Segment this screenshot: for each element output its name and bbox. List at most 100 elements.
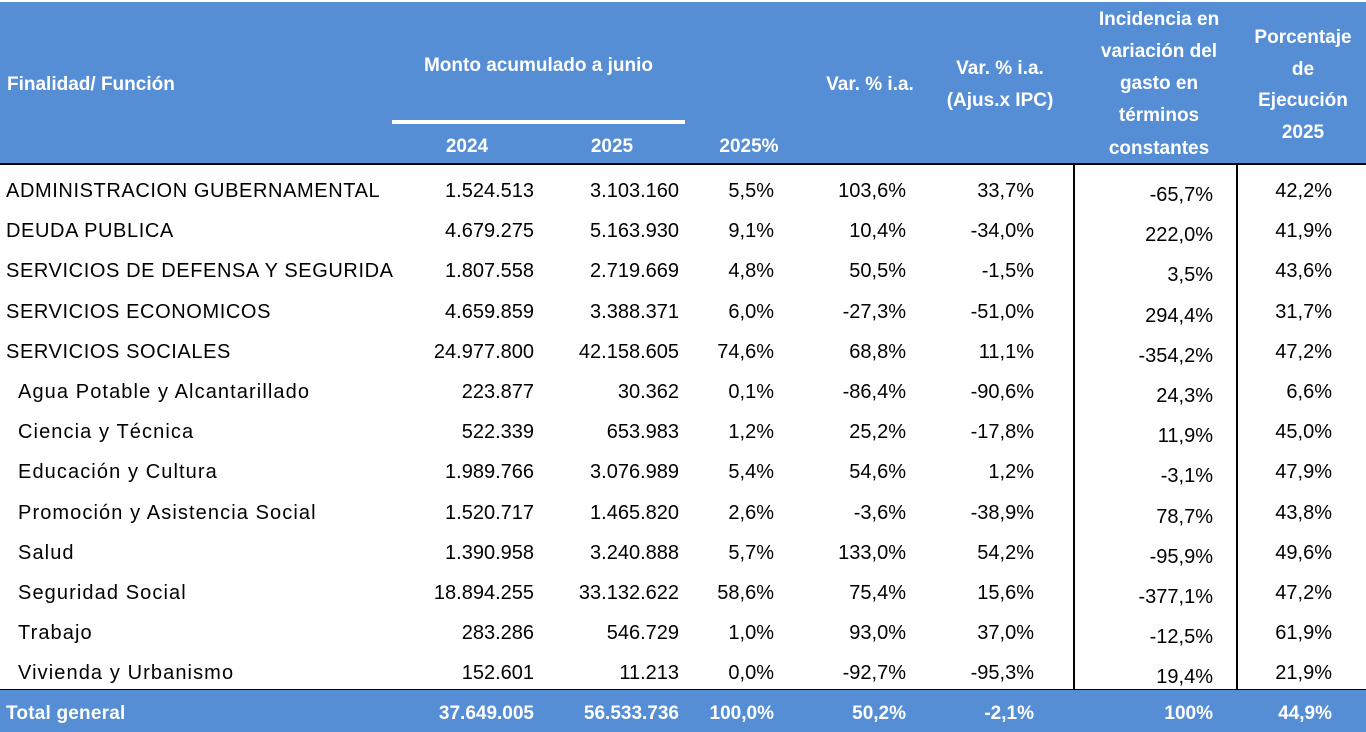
row-var: 10,4% [849, 220, 906, 243]
row-incidencia: -3,1% [1160, 465, 1213, 488]
row-incidencia: -95,9% [1149, 545, 1213, 568]
row-label: ADMINISTRACION GUBERNAMENTAL [6, 180, 381, 202]
row-var-ipc: 11,1% [978, 340, 1034, 363]
row-incidencia: 294,4% [1145, 304, 1213, 327]
row-share: 58,6% [717, 582, 774, 604]
row-label: Salud [18, 541, 75, 564]
row-2025: 3.103.160 [590, 180, 679, 202]
row-2025: 3.076.989 [590, 461, 679, 484]
header-var: Var. % i.a. [826, 74, 914, 95]
total-ejecucion: 44,9% [1278, 703, 1332, 724]
row-2024: 4.659.859 [445, 300, 534, 323]
row-incidencia: -12,5% [1149, 626, 1213, 649]
row-var: 68,8% [849, 340, 906, 363]
row-incidencia: 11,9% [1157, 425, 1213, 448]
table-row: Salud 1.390.958 3.240.888 5,7% 133,0% 54,2% -9… [0, 533, 1366, 573]
header-bottom-rule [0, 163, 1366, 165]
row-share: 6,0% [728, 300, 774, 323]
row-2024: 283.286 [461, 622, 534, 645]
row-var: -27,3% [842, 300, 906, 323]
table-row: Agua Potable y Alcantarillado 223.877 30.3… [0, 372, 1366, 412]
table-row: SERVICIOS ECONOMICOS 4.659.859 3.388.371 6,… [0, 292, 1366, 332]
row-2025: 11.213 [619, 662, 679, 685]
row-var-ipc: -95,3% [970, 662, 1034, 685]
header-var-ipc-line2: (Ajus.x IPC) [946, 90, 1054, 111]
row-2024: 24.977.800 [433, 340, 534, 363]
table-row: ADMINISTRACION GUBERNAMENTAL 1.524.513 3.1… [0, 171, 1366, 211]
row-2024: 223.877 [461, 381, 534, 403]
row-share: 2,6% [728, 501, 774, 524]
row-2025: 5.163.930 [590, 220, 679, 243]
row-var: -3,6% [853, 501, 906, 524]
row-2024: 18.894.255 [433, 582, 534, 604]
header-top-border [0, 0, 1366, 2]
row-ejecucion: 43,8% [1275, 501, 1332, 524]
row-var: 75,4% [849, 582, 906, 604]
row-label: DEUDA PUBLICA [6, 220, 174, 243]
row-share: 4,8% [728, 260, 774, 283]
total-var: 50,2% [852, 703, 906, 724]
row-var-ipc: 33,7% [977, 180, 1034, 202]
total-incidencia: 100% [1164, 703, 1213, 724]
header-incidencia-line3: gasto en [1119, 73, 1199, 94]
row-2025: 3.240.888 [590, 541, 679, 564]
row-label: Trabajo [18, 622, 93, 645]
row-share: 5,5% [728, 180, 774, 202]
total-label: Total general [6, 703, 126, 724]
row-2025: 1.465.820 [590, 501, 679, 524]
row-2024: 1.989.766 [445, 461, 534, 484]
row-var-ipc: 54,2% [977, 541, 1034, 564]
total-2024: 37.649.005 [438, 703, 534, 724]
row-incidencia: 78,7% [1156, 505, 1213, 528]
row-share: 1,0% [728, 622, 774, 645]
row-ejecucion: 41,9% [1275, 220, 1332, 243]
table-row: Vivienda y Urbanismo 152.601 11.213 0,0% -92… [0, 653, 1366, 693]
row-var: 25,2% [849, 421, 906, 444]
row-incidencia: -354,2% [1138, 344, 1214, 367]
header-incidencia-line4: términos [1118, 105, 1200, 126]
row-var: 133,0% [838, 541, 906, 564]
row-incidencia: -377,1% [1138, 586, 1214, 608]
row-share: 1,2% [728, 421, 774, 444]
row-incidencia: 3,5% [1167, 264, 1213, 287]
table-header: Finalidad/ Función Monto acumulado a jun… [0, 0, 1366, 163]
row-label: Agua Potable y Alcantarillado [18, 381, 311, 403]
total-var-ipc: -2,1% [984, 703, 1034, 724]
header-var-ipc-line1: Var. % i.a. [956, 58, 1044, 79]
row-var-ipc: -1,5% [981, 260, 1034, 283]
row-2024: 1.520.717 [445, 501, 534, 524]
header-monto-underline [392, 120, 685, 124]
row-share: 74,6% [717, 340, 774, 363]
row-label: SERVICIOS DE DEFENSA Y SEGURIDAD [6, 260, 394, 283]
row-2024: 4.679.275 [445, 220, 534, 243]
row-2024: 1.524.513 [445, 180, 534, 202]
row-var: 103,6% [838, 180, 906, 202]
header-2024: 2024 [445, 136, 489, 157]
row-2025: 653.983 [606, 421, 679, 444]
table-row: SERVICIOS DE DEFENSA Y SEGURIDAD 1.807.55… [0, 251, 1366, 291]
table-row: Ciencia y Técnica 522.339 653.983 1,2% 25,2%… [0, 412, 1366, 452]
row-2024: 1.390.958 [445, 541, 534, 564]
row-label: Seguridad Social [18, 582, 187, 604]
header-ejecucion-line3: Ejecución [1258, 90, 1348, 111]
row-var-ipc: -17,8% [970, 421, 1034, 444]
row-var-ipc: -90,6% [970, 381, 1034, 403]
header-ejecucion-line4: 2025 [1281, 122, 1325, 143]
row-ejecucion: 42,2% [1275, 180, 1332, 202]
header-monto: Monto acumulado a junio [423, 55, 654, 76]
row-ejecucion: 47,9% [1275, 461, 1332, 484]
row-label: SERVICIOS ECONOMICOS [6, 300, 272, 323]
row-2025: 546.729 [606, 622, 679, 645]
row-2024: 522.339 [461, 421, 534, 444]
row-var-ipc: -51,0% [970, 300, 1034, 323]
table-row: Educación y Cultura 1.989.766 3.076.989 5,4… [0, 452, 1366, 492]
row-label: Ciencia y Técnica [18, 421, 195, 444]
row-var-ipc: -38,9% [970, 501, 1034, 524]
table-row: Trabajo 283.286 546.729 1,0% 93,0% 37,0% -12,5… [0, 613, 1366, 653]
total-row: Total general 37.649.005 56.533.736 100,… [0, 690, 1366, 732]
header-incidencia-line2: variación del [1100, 41, 1218, 62]
row-ejecucion: 6,6% [1286, 381, 1332, 403]
table-row: DEUDA PUBLICA 4.679.275 5.163.930 9,1% 10,4%… [0, 211, 1366, 251]
header-incidencia-line5: constantes [1108, 138, 1210, 159]
row-label: SERVICIOS SOCIALES [6, 340, 231, 363]
